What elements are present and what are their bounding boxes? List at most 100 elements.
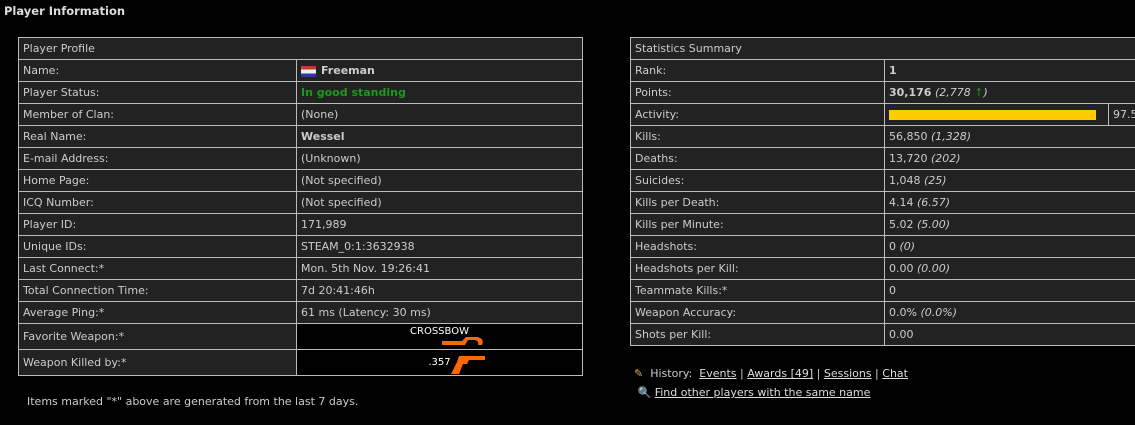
profile-label: Member of Clan: (18, 103, 297, 126)
profile-value-text: In good standing (301, 86, 406, 99)
stats-label: Teammate Kills:* (630, 279, 885, 302)
stats-label: Points: (630, 81, 885, 104)
points-value: 30,176 (2,778 ↑) (884, 81, 1135, 104)
stats-label: Kills per Minute: (630, 213, 885, 236)
profile-label: Home Page: (18, 169, 297, 192)
profile-value: .357 (296, 349, 583, 376)
stats-value: 1,048 (25) (884, 169, 1135, 192)
stats-label: Weapon Accuracy: (630, 301, 885, 324)
stats-row: Kills: 56,850 (1,328) (630, 125, 1135, 148)
profile-label: Last Connect:* (18, 257, 297, 280)
profile-value: (Not specified) (296, 169, 583, 192)
stats-value: 13,720 (202) (884, 147, 1135, 170)
profile-value-text: (Not specified) (301, 174, 382, 187)
history-icon: ✎ (634, 367, 644, 380)
profile-row: Name: Freeman (18, 59, 583, 82)
stats-label: Shots per Kill: (630, 323, 885, 346)
stats-label: Deaths: (630, 147, 885, 170)
chat-link[interactable]: Chat (882, 367, 908, 380)
stats-label: Kills per Death: (630, 191, 885, 214)
player-profile-table: Player Profile Name: Freeman Player Status:… (18, 37, 583, 376)
stats-label: Activity: (630, 103, 885, 126)
profile-label: Average Ping:* (18, 301, 297, 324)
stats-row: Kills per Death: 4.14 (6.57) (630, 191, 1135, 214)
profile-value-text: .357 (428, 357, 451, 368)
profile-value: Wessel (296, 125, 583, 148)
netherlands-flag-icon (301, 65, 316, 77)
profile-value: Freeman (296, 59, 583, 82)
profile-label: ICQ Number: (18, 191, 297, 214)
profile-row: Player Status: In good standing (18, 81, 583, 104)
footnote: Items marked "*" above are generated fro… (27, 395, 359, 408)
profile-value: In good standing (296, 81, 583, 104)
profile-label: Player Status: (18, 81, 297, 104)
profile-value-text: Wessel (301, 130, 345, 143)
statistics-summary-table: Statistics Summary Rank: 1 Points: 30,176 … (630, 37, 1135, 346)
profile-value-text: (Not specified) (301, 196, 382, 209)
stats-value: 56,850 (1,328) (884, 125, 1135, 148)
profile-row: Real Name: Wessel (18, 125, 583, 148)
profile-row: Total Connection Time: 7d 20:41:46h (18, 279, 583, 302)
activity-bar (889, 110, 1096, 120)
profile-row: Weapon Killed by:* .357 (18, 349, 583, 376)
profile-row: Player ID: 171,989 (18, 213, 583, 236)
profile-value: STEAM_0:1:3632938 (296, 235, 583, 258)
activity-bar-cell (884, 103, 1109, 126)
stats-label: Kills: (630, 125, 885, 148)
revolver-icon (451, 356, 485, 374)
player-links: ✎ History: Events | Awards [49] | Sessio… (634, 367, 908, 399)
profile-value-text: STEAM_0:1:3632938 (301, 240, 415, 253)
profile-value: (None) (296, 103, 583, 126)
stats-value: 0.00 (884, 323, 1135, 346)
profile-row: Home Page: (Not specified) (18, 169, 583, 192)
sessions-link[interactable]: Sessions (823, 367, 872, 380)
profile-row: Unique IDs: STEAM_0:1:3632938 (18, 235, 583, 258)
profile-value-text: Freeman (321, 64, 375, 77)
profile-value: 61 ms (Latency: 30 ms) (296, 301, 583, 324)
rank-value: 1 (884, 59, 1135, 82)
stats-row: Kills per Minute: 5.02 (5.00) (630, 213, 1135, 236)
profile-row: Last Connect:* Mon. 5th Nov. 19:26:41 (18, 257, 583, 280)
stats-value: 4.14 (6.57) (884, 191, 1135, 214)
profile-value-text: 7d 20:41:46h (301, 284, 375, 297)
profile-label: Player ID: (18, 213, 297, 236)
profile-label: Weapon Killed by:* (18, 349, 297, 376)
profile-label: Unique IDs: (18, 235, 297, 258)
profile-value: (Not specified) (296, 191, 583, 214)
profile-value: Mon. 5th Nov. 19:26:41 (296, 257, 583, 280)
stats-header: Statistics Summary (630, 37, 1135, 60)
profile-value-text: (Unknown) (301, 152, 361, 165)
awards-link[interactable]: Awards [49] (747, 367, 814, 380)
profile-row: Member of Clan: (None) (18, 103, 583, 126)
events-link[interactable]: Events (699, 367, 737, 380)
profile-row: ICQ Number: (Not specified) (18, 191, 583, 214)
stats-value: 5.02 (5.00) (884, 213, 1135, 236)
profile-value: CROSSBOW (296, 323, 583, 350)
profile-value-text: CROSSBOW (410, 326, 469, 337)
stats-row: Shots per Kill: 0.00 (630, 323, 1135, 346)
find-players-link[interactable]: Find other players with the same name (654, 386, 871, 399)
profile-row: E-mail Address: (Unknown) (18, 147, 583, 170)
profile-value: 7d 20:41:46h (296, 279, 583, 302)
page-title: Player Information (4, 4, 126, 18)
stats-label: Suicides: (630, 169, 885, 192)
profile-row: Average Ping:* 61 ms (Latency: 30 ms) (18, 301, 583, 324)
profile-label: Name: (18, 59, 297, 82)
search-icon: 🔍 (637, 386, 652, 399)
stats-row: Headshots: 0 (0) (630, 235, 1135, 258)
stats-row: Headshots per Kill: 0.00 (0.00) (630, 257, 1135, 280)
crossbow-icon (442, 337, 483, 345)
stats-row: Teammate Kills:* 0 (630, 279, 1135, 302)
profile-row: Favorite Weapon:* CROSSBOW (18, 323, 583, 350)
profile-value-text: 61 ms (Latency: 30 ms) (301, 306, 431, 319)
profile-value-text: Mon. 5th Nov. 19:26:41 (301, 262, 430, 275)
profile-label: Favorite Weapon:* (18, 323, 297, 350)
profile-label: Total Connection Time: (18, 279, 297, 302)
stats-label: Rank: (630, 59, 885, 82)
profile-value: 171,989 (296, 213, 583, 236)
stats-row: Deaths: 13,720 (202) (630, 147, 1135, 170)
profile-value: (Unknown) (296, 147, 583, 170)
stats-label: Headshots: (630, 235, 885, 258)
profile-label: Real Name: (18, 125, 297, 148)
stats-row: Weapon Accuracy: 0.0% (0.0%) (630, 301, 1135, 324)
